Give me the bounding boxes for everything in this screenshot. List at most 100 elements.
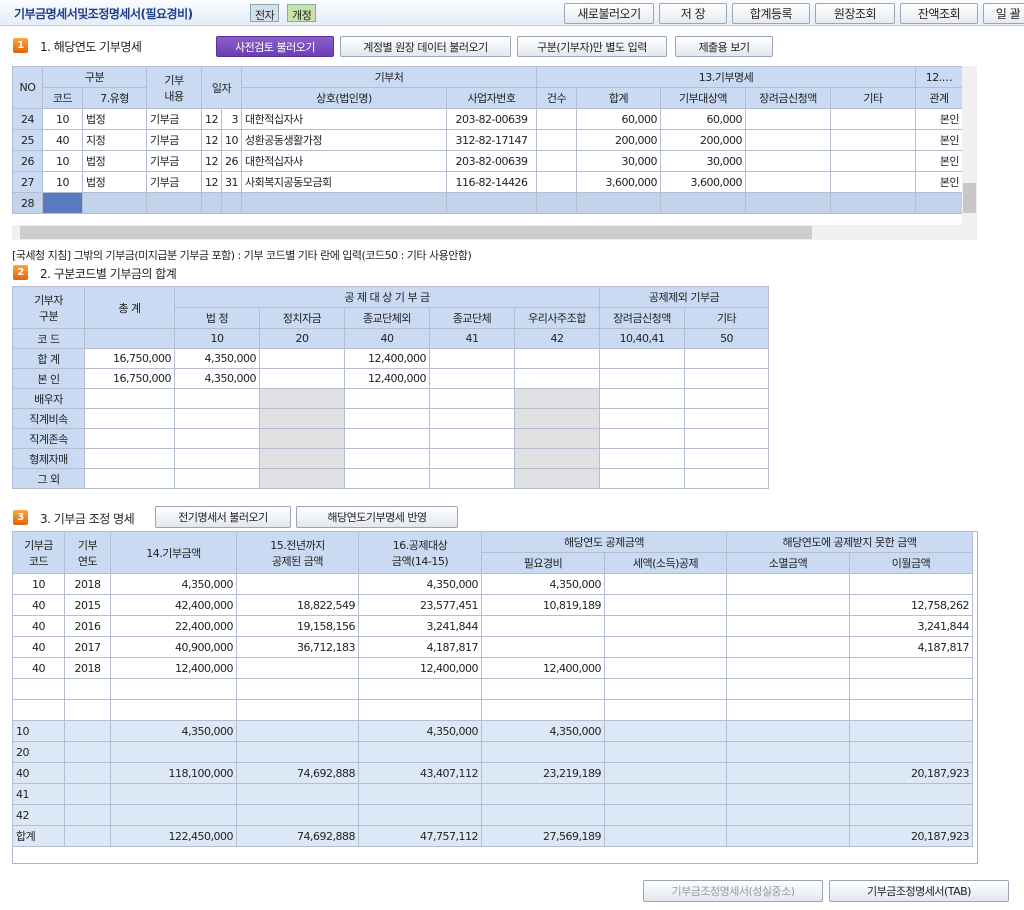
table-cell[interactable] <box>830 129 916 151</box>
table-cell[interactable]: 12,400,000 <box>344 348 430 369</box>
table-cell[interactable]: 4,350,000 <box>174 348 260 369</box>
table-cell[interactable] <box>599 448 686 469</box>
table-cell[interactable]: 4,350,000 <box>174 368 260 389</box>
table-cell[interactable]: 4,350,000 <box>358 573 482 595</box>
table-cell[interactable]: 사회복지공동모금회 <box>241 171 447 193</box>
table-cell[interactable]: 40 <box>12 615 65 637</box>
table-cell[interactable] <box>536 150 577 172</box>
table-cell[interactable] <box>259 388 345 409</box>
table-cell[interactable] <box>236 657 359 679</box>
table-cell[interactable] <box>358 699 482 721</box>
table-cell[interactable] <box>536 171 577 193</box>
table-cell[interactable]: 법정 <box>82 108 147 130</box>
table-cell[interactable] <box>174 428 260 449</box>
table-cell[interactable]: 12,400,000 <box>110 657 237 679</box>
table-cell[interactable] <box>344 468 430 489</box>
table-cell[interactable]: 19,158,156 <box>236 615 359 637</box>
table-cell[interactable]: 60,000 <box>576 108 661 130</box>
table-cell[interactable] <box>726 678 850 700</box>
table-cell[interactable] <box>599 408 686 429</box>
table-cell[interactable] <box>604 573 727 595</box>
table-cell[interactable] <box>110 678 237 700</box>
table-cell[interactable] <box>660 192 746 214</box>
table-cell[interactable] <box>64 678 111 700</box>
table-cell[interactable]: 203-82-00639 <box>446 150 537 172</box>
table-cell[interactable] <box>599 348 686 369</box>
table-cell[interactable] <box>604 594 727 616</box>
table-cell[interactable]: 203-82-00639 <box>446 108 537 130</box>
table-cell[interactable]: 본인 <box>915 108 963 130</box>
table-cell[interactable]: 40,900,000 <box>110 636 237 658</box>
table-cell[interactable] <box>599 388 686 409</box>
table-cell[interactable]: 4,350,000 <box>481 573 605 595</box>
table-cell[interactable] <box>174 388 260 409</box>
table-cell[interactable] <box>849 657 973 679</box>
table-cell[interactable]: 본인 <box>915 150 963 172</box>
table-cell[interactable] <box>236 573 359 595</box>
table-cell[interactable]: 40 <box>12 657 65 679</box>
table-cell[interactable] <box>429 448 515 469</box>
table-cell[interactable]: 30,000 <box>660 150 746 172</box>
table-cell[interactable] <box>745 129 831 151</box>
table-cell[interactable]: 2016 <box>64 615 111 637</box>
table-cell[interactable]: 3,600,000 <box>660 171 746 193</box>
table-cell[interactable] <box>849 699 973 721</box>
table-cell[interactable]: 4,350,000 <box>110 573 237 595</box>
table-cell[interactable] <box>915 192 963 214</box>
sum-register-button[interactable]: 합계등록 <box>732 3 810 24</box>
table-cell[interactable]: 10 <box>42 108 83 130</box>
table-cell[interactable]: 26 <box>221 150 242 172</box>
table-cell[interactable] <box>344 448 430 469</box>
table-cell[interactable]: 12 <box>201 129 222 151</box>
table-cell[interactable]: 36,712,183 <box>236 636 359 658</box>
table-cell[interactable] <box>599 368 686 389</box>
vertical-scrollbar[interactable] <box>962 66 977 225</box>
ledger-view-button[interactable]: 원장조회 <box>815 3 895 24</box>
table-cell[interactable] <box>604 699 727 721</box>
table-cell[interactable] <box>830 171 916 193</box>
table-cell[interactable]: 기부금 <box>146 171 202 193</box>
table-cell[interactable] <box>259 428 345 449</box>
table-cell[interactable]: 22,400,000 <box>110 615 237 637</box>
table-cell[interactable] <box>481 699 605 721</box>
table-cell[interactable] <box>604 636 727 658</box>
scroll-thumb[interactable] <box>20 226 812 239</box>
table-cell[interactable] <box>726 636 850 658</box>
table-cell[interactable] <box>42 192 83 214</box>
table-cell[interactable]: 12,400,000 <box>481 657 605 679</box>
reload-button[interactable]: 새로불러오기 <box>564 3 654 24</box>
table-cell[interactable] <box>599 428 686 449</box>
table-cell[interactable] <box>513 408 601 429</box>
table-cell[interactable] <box>726 657 850 679</box>
table-cell[interactable] <box>684 368 770 389</box>
table-cell[interactable] <box>84 388 175 409</box>
table-cell[interactable] <box>745 192 831 214</box>
table-cell[interactable]: 10 <box>221 129 242 151</box>
table-cell[interactable]: 116-82-14426 <box>446 171 537 193</box>
table-cell[interactable] <box>344 428 430 449</box>
table-cell[interactable]: 법정 <box>82 171 147 193</box>
table-cell[interactable]: 12 <box>201 171 222 193</box>
table-cell[interactable] <box>684 388 770 409</box>
table-cell[interactable] <box>849 678 973 700</box>
table-cell[interactable] <box>830 150 916 172</box>
table-cell[interactable]: 2015 <box>64 594 111 616</box>
table-cell[interactable] <box>513 368 601 389</box>
table-cell[interactable]: 10 <box>42 150 83 172</box>
table-cell[interactable] <box>174 408 260 429</box>
table-cell[interactable]: 40 <box>42 129 83 151</box>
donor-only-input-button[interactable]: 구분(기부자)만 별도 입력 <box>517 36 667 57</box>
table-cell[interactable]: 12 <box>201 150 222 172</box>
table-cell[interactable] <box>429 388 515 409</box>
table-cell[interactable]: 3,600,000 <box>576 171 661 193</box>
table-cell[interactable]: 200,000 <box>660 129 746 151</box>
table-cell[interactable]: 3 <box>221 108 242 130</box>
table-cell[interactable] <box>604 678 727 700</box>
batch-button[interactable]: 일 괄 <box>983 3 1024 24</box>
table-cell[interactable]: 200,000 <box>576 129 661 151</box>
table-cell[interactable]: 지정 <box>82 129 147 151</box>
table-cell[interactable]: 기부금 <box>146 129 202 151</box>
table-cell[interactable] <box>259 408 345 429</box>
table-cell[interactable] <box>174 468 260 489</box>
table-cell[interactable] <box>259 368 345 389</box>
